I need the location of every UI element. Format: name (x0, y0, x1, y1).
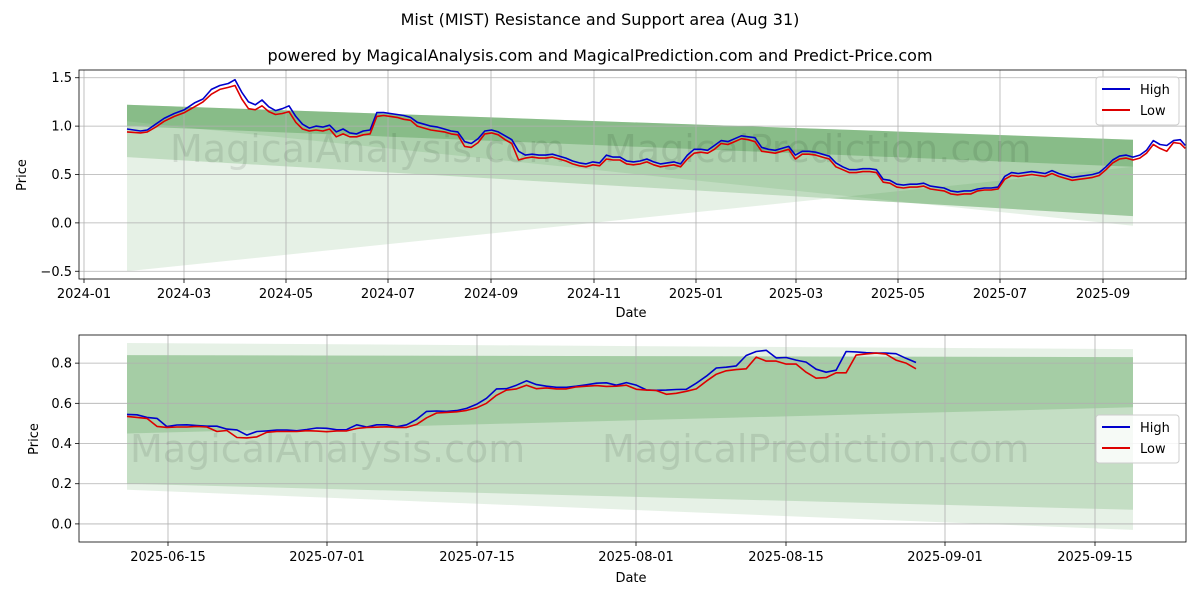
watermark-left-bottom: MagicalAnalysis.com (130, 427, 525, 471)
support-resistance-bands-top (127, 104, 1133, 272)
legend-high-label-bottom: High (1140, 421, 1170, 436)
x-tick-label: 2025-07 (973, 287, 1027, 302)
chart-subtitle: powered by MagicalAnalysis.com and Magic… (267, 46, 933, 65)
axes-frame-bottom (78, 334, 1187, 543)
price-lines-bottom (126, 349, 917, 439)
y-tick-labels-bottom: 0.0 0.2 0.4 0.6 0.8 (51, 357, 79, 532)
plot-area-bottom (79, 335, 1186, 542)
y-tick-label: 1.0 (51, 120, 72, 135)
y-tick-label: 0.2 (51, 477, 72, 492)
x-tick-label: 2025-03 (769, 287, 823, 302)
x-tick-labels-top: 2024-01 2024-03 2024-05 2024-07 2024-09 2024-… (57, 279, 1130, 302)
chart-title: Mist (MIST) Resistance and Support area … (400, 10, 800, 29)
legend-bottom: High Low (1095, 414, 1180, 464)
legend-high-label-top: High (1140, 83, 1170, 98)
grid-top (79, 70, 1186, 279)
x-tick-label: 2025-05 (871, 287, 925, 302)
band-2 (127, 355, 1133, 510)
series-high-line (126, 78, 1186, 193)
y-tick-labels-top: −0.5 0.0 0.5 1.0 1.5 (40, 71, 79, 280)
y-tick-label: 0.0 (51, 517, 72, 532)
watermark-right-top: MagicalPrediction.com (604, 127, 1032, 171)
series-high-line (126, 349, 917, 436)
support-resistance-bands-bottom (127, 343, 1133, 530)
x-tick-label: 2024-01 (57, 287, 111, 302)
legend-top: High Low (1095, 76, 1180, 126)
y-tick-label: 0.5 (51, 168, 72, 183)
x-tick-labels-bottom: 2025-06-15 2025-07-01 2025-07-15 2025-08-01… (130, 542, 1133, 565)
series-low-line (126, 84, 1186, 196)
x-tick-label: 2025-01 (669, 287, 723, 302)
y-tick-label: 1.5 (51, 71, 72, 86)
band-3 (127, 355, 1133, 434)
y-tick-label: 0.0 (51, 216, 72, 231)
y-axis-label-top: Price (15, 159, 30, 191)
band-4 (127, 104, 1133, 226)
panel-top: MagicalAnalysis.com MagicalPrediction.co… (15, 69, 1187, 321)
x-tick-label: 2025-07-15 (439, 550, 515, 565)
price-lines-top (126, 78, 1186, 196)
x-tick-label: 2025-09-01 (907, 550, 983, 565)
x-axis-label-top: Date (615, 306, 646, 321)
panel-bottom: MagicalAnalysis.com MagicalPrediction.co… (27, 334, 1187, 586)
grid-bottom (79, 335, 1186, 542)
watermark-right-bottom: MagicalPrediction.com (602, 427, 1030, 471)
x-tick-label: 2025-09-15 (1057, 550, 1133, 565)
y-tick-label: 0.4 (51, 437, 72, 452)
x-tick-label: 2025-09 (1076, 287, 1130, 302)
band-3 (127, 157, 1133, 272)
x-tick-label: 2025-06-15 (130, 550, 206, 565)
band-1 (127, 343, 1133, 530)
y-tick-label: −0.5 (40, 265, 72, 280)
band-2 (127, 104, 1133, 167)
y-tick-label: 0.6 (51, 397, 72, 412)
x-tick-label: 2025-08-15 (748, 550, 824, 565)
x-tick-label: 2024-07 (361, 287, 415, 302)
band-1 (127, 104, 1133, 217)
series-low-line (126, 352, 917, 439)
legend-low-label-bottom: Low (1140, 442, 1166, 457)
x-tick-label: 2024-03 (157, 287, 211, 302)
legend-low-label-top: Low (1140, 104, 1166, 119)
y-axis-label-bottom: Price (27, 423, 42, 455)
x-tick-label: 2024-11 (567, 287, 621, 302)
x-tick-label: 2024-09 (464, 287, 518, 302)
x-tick-label: 2024-05 (259, 287, 313, 302)
x-tick-label: 2025-07-01 (289, 550, 365, 565)
x-tick-label: 2025-08-01 (598, 550, 674, 565)
x-axis-label-bottom: Date (615, 571, 646, 586)
y-tick-label: 0.8 (51, 357, 72, 372)
